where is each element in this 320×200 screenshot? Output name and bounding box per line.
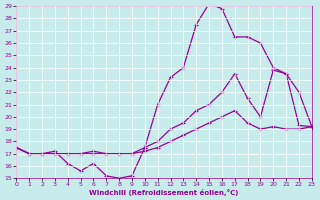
X-axis label: Windchill (Refroidissement éolien,°C): Windchill (Refroidissement éolien,°C) — [89, 189, 239, 196]
